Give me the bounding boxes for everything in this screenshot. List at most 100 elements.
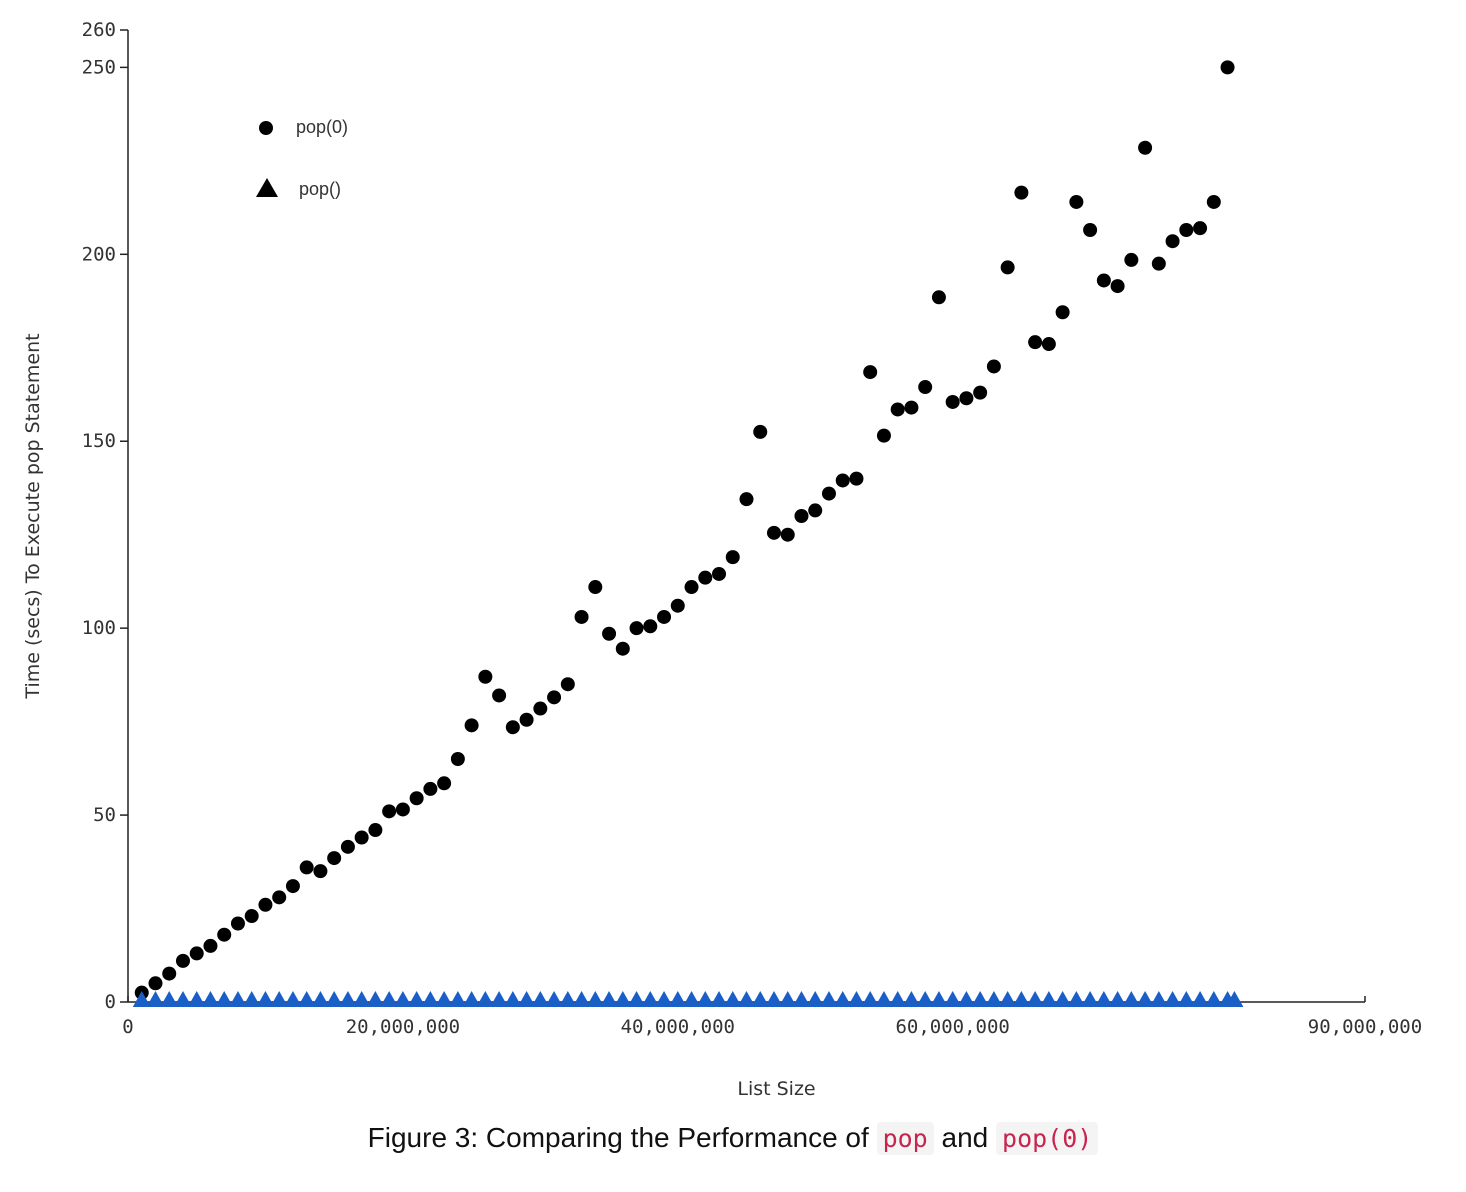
data-point-pop0 [766, 525, 781, 540]
caption-prefix: Figure 3: Comparing the Performance of [367, 1122, 869, 1153]
data-point-pop0 [395, 802, 410, 817]
data-point-pop0 [327, 851, 342, 866]
data-point-pop0 [560, 677, 575, 692]
y-tick-label: 260 [82, 19, 116, 41]
data-point-pop0 [835, 473, 850, 488]
data-point-pop0 [230, 916, 245, 931]
data-point-pop [545, 991, 564, 1007]
scatter-chart: 0 50 100 150 200 250 260 0 20,000,000 40,000,000 6… [22, 19, 1422, 1100]
data-point-pop0 [492, 688, 507, 703]
data-point-pop0 [285, 879, 300, 894]
data-point-pop0 [1028, 335, 1043, 350]
data-point-pop0 [1165, 234, 1180, 249]
y-tick-label: 150 [82, 430, 116, 452]
x-tick-label: 90,000,000 [1308, 1016, 1422, 1038]
x-tick-label: 0 [122, 1016, 133, 1038]
data-point-pop0 [340, 839, 355, 854]
data-point-pop [1026, 991, 1045, 1007]
data-point-pop [228, 991, 247, 1007]
data-point-pop [572, 991, 591, 1007]
data-point-pop0 [1151, 256, 1166, 271]
data-point-pop0 [1014, 185, 1029, 200]
data-point-pop [916, 991, 935, 1007]
data-point-pop [435, 991, 454, 1007]
data-point-pop [613, 991, 632, 1007]
data-point-pop0 [574, 609, 589, 624]
data-point-pop [668, 991, 687, 1007]
legend: pop(0) pop() [256, 117, 348, 199]
series-pop [132, 991, 1244, 1007]
data-point-pop [627, 991, 646, 1007]
data-point-pop [833, 991, 852, 1007]
data-point-pop [476, 991, 495, 1007]
data-point-pop [1149, 991, 1168, 1007]
data-point-pop [448, 991, 467, 1007]
data-point-pop [1067, 991, 1086, 1007]
data-point-pop0 [368, 823, 383, 838]
data-point-pop0 [1041, 337, 1056, 352]
data-point-pop [380, 991, 399, 1007]
data-point-pop0 [1000, 260, 1015, 275]
caption-code-pop: pop [876, 1122, 934, 1155]
data-point-pop0 [547, 690, 562, 705]
data-point-pop0 [753, 424, 768, 439]
data-point-pop [283, 991, 302, 1007]
legend-marker-pop0 [259, 121, 273, 135]
data-point-pop [201, 991, 220, 1007]
data-point-pop0 [1069, 194, 1084, 209]
data-point-pop0 [148, 976, 163, 991]
data-point-pop [1225, 991, 1244, 1007]
data-point-pop [641, 991, 660, 1007]
data-point-pop0 [1193, 221, 1208, 236]
data-point-pop [764, 991, 783, 1007]
data-point-pop [490, 991, 509, 1007]
data-point-pop0 [821, 486, 836, 501]
data-point-pop0 [712, 566, 727, 581]
data-point-pop [971, 991, 990, 1007]
data-point-pop [806, 991, 825, 1007]
data-point-pop0 [450, 752, 465, 766]
data-point-pop0 [175, 953, 190, 968]
caption-code-pop0: pop(0) [996, 1122, 1099, 1155]
data-point-pop [957, 991, 976, 1007]
data-point-pop0 [959, 391, 974, 406]
data-point-pop0 [299, 860, 314, 875]
y-tick-label: 100 [82, 617, 116, 639]
data-point-pop [421, 991, 440, 1007]
x-axis-title: List Size [737, 1078, 815, 1100]
data-point-pop [1177, 991, 1196, 1007]
data-point-pop [792, 991, 811, 1007]
data-point-pop0 [670, 598, 685, 613]
data-point-pop0 [849, 471, 864, 486]
data-point-pop [586, 991, 605, 1007]
data-point-pop0 [423, 781, 438, 796]
data-point-pop0 [629, 621, 644, 636]
data-point-pop0 [698, 570, 713, 585]
x-tick-label: 40,000,000 [621, 1016, 735, 1038]
data-point-pop [242, 991, 261, 1007]
data-point-pop [352, 991, 371, 1007]
data-point-pop0 [533, 701, 548, 716]
data-point-pop [600, 991, 619, 1007]
data-point-pop [1108, 991, 1127, 1007]
data-point-pop [173, 991, 192, 1007]
data-point-pop [187, 991, 206, 1007]
data-point-pop [256, 991, 275, 1007]
data-point-pop [503, 991, 522, 1007]
data-point-pop0 [973, 385, 988, 400]
data-point-pop0 [354, 830, 369, 845]
data-point-pop0 [1124, 252, 1139, 267]
data-point-pop [737, 991, 756, 1007]
data-point-pop0 [382, 804, 397, 819]
data-point-pop0 [863, 365, 878, 380]
data-point-pop0 [780, 527, 795, 542]
data-point-pop [943, 991, 962, 1007]
data-point-pop [146, 991, 165, 1007]
data-point-pop0 [162, 966, 177, 981]
x-tick-label: 20,000,000 [346, 1016, 460, 1038]
data-point-pop [1081, 991, 1100, 1007]
data-point-pop0 [203, 938, 218, 953]
x-tick-label: 60,000,000 [895, 1016, 1009, 1038]
data-point-pop [1039, 991, 1058, 1007]
data-point-pop0 [1220, 60, 1235, 75]
